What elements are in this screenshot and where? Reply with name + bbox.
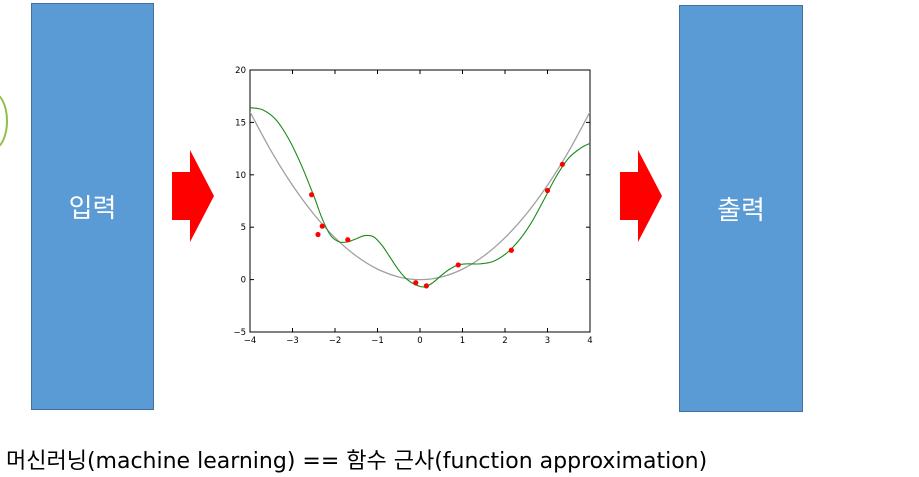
sample-point	[319, 223, 325, 229]
fitted-function-line	[250, 107, 590, 288]
x-tick-label: 0	[417, 336, 422, 346]
y-tick-label: −5	[233, 328, 246, 338]
sample-point	[315, 231, 321, 238]
x-tick-label: 2	[502, 336, 507, 346]
sample-point	[455, 262, 461, 268]
sample-point	[423, 283, 429, 289]
function-plot: −4 −3 −2 −1 0 1 2 3 4 −5 0 5 10 15 20	[233, 66, 592, 346]
input-block: 입력	[31, 3, 154, 410]
sample-point	[309, 192, 315, 198]
y-tick-label: 10	[235, 171, 246, 181]
x-tick-label: −4	[244, 336, 257, 346]
sample-point	[413, 280, 419, 286]
sample-point	[508, 247, 514, 253]
right-arrow-icon	[620, 150, 662, 242]
x-tick-label: 1	[460, 336, 465, 346]
input-label: 입력	[68, 194, 117, 224]
x-tick-label: 4	[587, 336, 592, 346]
y-tick-label: 0	[241, 276, 246, 286]
caption: 머신러닝(machine learning) == 함수 근사(function…	[6, 449, 708, 474]
x-tick-label: −2	[329, 336, 342, 346]
plot-frame	[249, 69, 591, 333]
y-tick-label: 5	[241, 223, 246, 233]
y-tick-label: 15	[235, 118, 246, 128]
output-block: 출력	[679, 5, 803, 412]
sample-point	[559, 161, 565, 167]
sample-point	[544, 187, 551, 194]
right-arrow-icon	[172, 150, 214, 242]
x-tick-label: 3	[545, 336, 550, 346]
x-tick-label: −3	[286, 336, 299, 346]
y-tick-label: 20	[235, 66, 246, 76]
x-tick-label: −1	[371, 336, 384, 346]
sample-point	[345, 237, 351, 243]
partial-circle-shape	[0, 92, 8, 150]
output-label: 출력	[717, 196, 765, 226]
true-function-line	[250, 111, 590, 281]
